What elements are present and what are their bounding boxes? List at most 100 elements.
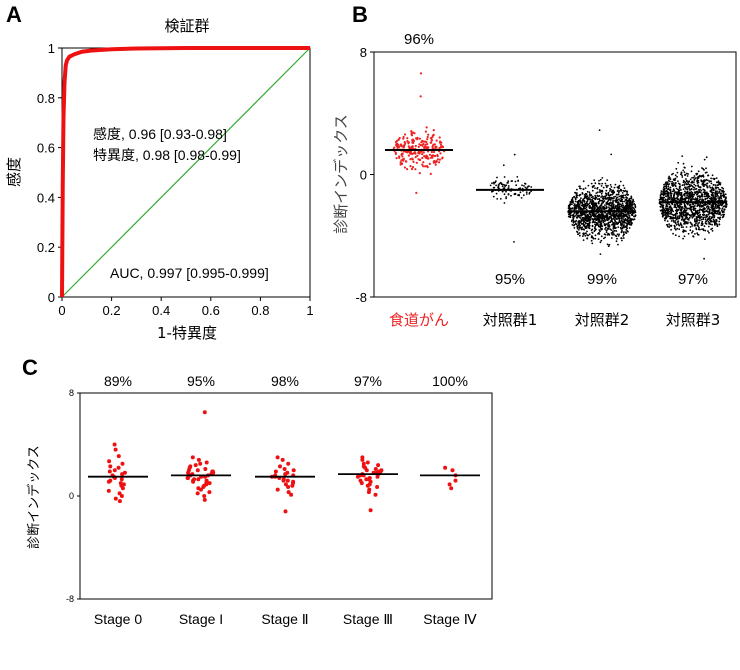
group-data-point [621,239,623,242]
group-data-point [659,196,662,199]
group-data-point [682,214,685,217]
group-data-point [505,196,508,198]
group-data-point [671,180,673,183]
group-data-point [676,175,678,178]
group-data-point [572,221,575,224]
group-data-point [709,190,712,193]
group-data-point [607,222,610,225]
group-data-point [670,196,672,198]
group-data-point [689,185,691,188]
group-data-point [584,193,587,195]
group-data-point [401,152,404,155]
group-data-point [594,217,597,220]
group-data-point [681,174,683,177]
group-data-point [700,193,703,196]
group-data-point [674,217,677,219]
group-data-point [677,182,680,185]
group-data-point [416,154,419,157]
group-data-point [612,221,614,224]
group-data-point [619,212,622,215]
group-data-point [573,206,576,209]
group-data-point [718,223,721,226]
group-data-point [402,135,405,139]
group-data-point [675,224,678,226]
group-data-point [710,220,713,222]
group-data-point [699,191,701,194]
group-data-point [567,213,570,216]
group-data-point [608,217,611,220]
group-data-point [591,232,594,234]
stage-data-point [113,447,118,452]
group-data-point [625,198,628,201]
group-data-point [691,191,694,194]
group-data-point [577,212,580,214]
group-data-point [688,216,691,219]
group-data-point [620,237,622,240]
group-data-point [624,219,626,222]
group-data-point [666,216,669,218]
group-data-point [574,198,577,201]
group-data-point [421,163,424,166]
group-data-point [690,199,693,202]
group-data-point [423,146,426,150]
group-data-point [714,211,717,214]
group-data-point [584,187,587,190]
group-data-point [410,133,413,136]
group-data-point [569,202,572,205]
group-data-point [580,223,583,225]
group-data-point [695,222,697,225]
group-data-point [594,194,597,197]
group-data-point [616,218,618,221]
group-data-point [719,216,722,219]
group-data-point [696,224,699,227]
group-data-point [620,216,623,219]
group-data-point [438,158,441,161]
group-data-point [589,205,591,208]
group-data-point [723,205,725,208]
group-data-point [668,203,671,206]
group-data-point [591,195,594,198]
group-data-point [630,219,633,222]
group-data-point [599,223,601,226]
group-data-point [674,213,677,216]
group-data-point [623,221,626,224]
group-data-point [616,233,619,236]
group-data-point [595,204,598,206]
group-data-point [438,146,441,150]
group-data-point [614,183,617,186]
group-data-point [679,214,682,216]
group-data-point [672,172,674,175]
group-data-point [718,209,720,212]
group-data-point [569,216,572,219]
group-data-point [494,181,497,184]
group-data-point [700,216,703,218]
group-data-point [659,205,662,208]
stage-data-point [366,490,371,495]
group-data-point [713,216,716,219]
group-data-point [713,214,715,217]
group-data-point [677,221,679,223]
group-data-point [626,202,628,205]
stage-data-point [450,468,455,473]
group-data-point [685,178,687,180]
group-data-point [715,219,717,221]
group-data-point [612,225,615,228]
group-data-point [660,190,663,193]
group-data-point [683,223,685,225]
group-data-point [692,235,695,238]
group-data-point [674,215,677,218]
group-data-point [605,229,608,232]
group-data-point [686,194,688,197]
group-data-point [622,237,625,239]
group-data-point [699,186,702,189]
group-data-point [585,208,588,211]
group-data-point [677,223,680,225]
group-data-point [610,188,612,191]
stage-data-point [273,469,278,474]
group-data-point [616,223,618,226]
group-data-point [585,201,588,204]
group-data-point [429,137,433,140]
group-data-point [595,192,598,195]
group-data-point [432,133,435,136]
group-data-point [582,228,585,231]
